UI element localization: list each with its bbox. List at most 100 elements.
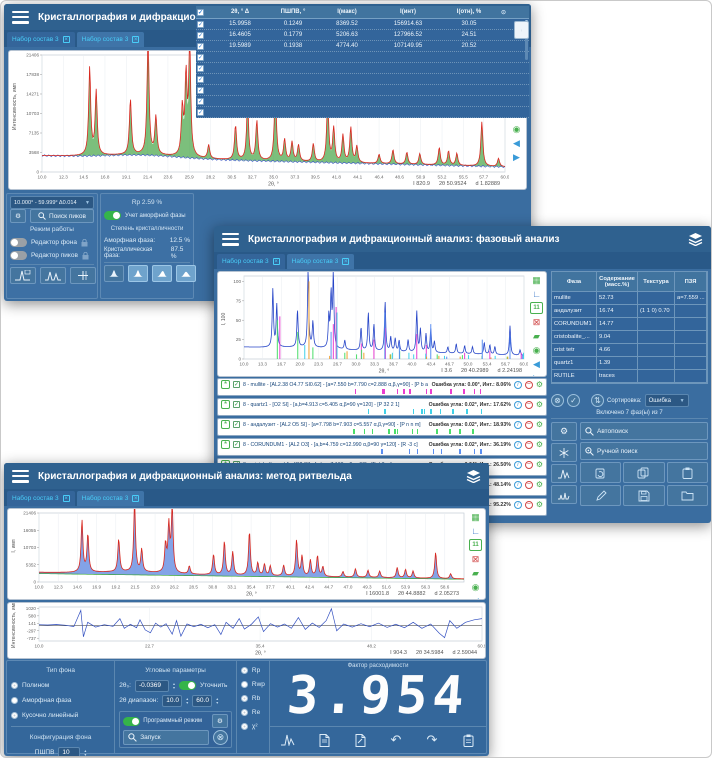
- phase-gear-icon[interactable]: ⚙: [535, 499, 543, 509]
- copy-clipboard-button[interactable]: [450, 729, 486, 751]
- phase-remove-icon[interactable]: −: [524, 500, 533, 509]
- range-from-stepper[interactable]: ▴ ▾: [186, 695, 189, 705]
- labels-icon[interactable]: 11: [469, 539, 482, 551]
- tab-dataset-1[interactable]: Набор состав 3 ×: [217, 254, 285, 269]
- fwhm-tool-button[interactable]: [10, 267, 36, 284]
- phase-star-button[interactable]: *: [221, 440, 230, 449]
- run-settings-button[interactable]: ⚙: [211, 714, 228, 728]
- rietveld-chart[interactable]: 10.0 12.3 14.6 16.9 19.2 21.5 23.9 26.2 28.5 30.8…: [11, 509, 468, 597]
- range-dropdown[interactable]: 10.000° - 59.999° Δ0.014 ▼: [10, 196, 94, 209]
- peak-editor-toggle[interactable]: [10, 251, 27, 260]
- peak-shape-voigt-button[interactable]: [152, 265, 172, 282]
- row-checkbox[interactable]: ✓: [197, 86, 204, 94]
- sort-direction-button[interactable]: ⇅: [591, 394, 604, 407]
- phase-remove-icon[interactable]: −: [524, 440, 533, 449]
- peak-shape-pseudovoigt-button[interactable]: [176, 265, 196, 282]
- row-checkbox[interactable]: ✓: [197, 75, 204, 83]
- radio-chi2[interactable]: [240, 722, 248, 730]
- radio-amorphous[interactable]: [11, 697, 18, 704]
- profile-chart-button[interactable]: [551, 485, 577, 504]
- axes-scale-icon[interactable]: ∟: [469, 525, 482, 537]
- phase-checkbox[interactable]: ✓: [233, 401, 240, 408]
- radio-piecewise[interactable]: [11, 712, 18, 719]
- pin-toggle[interactable]: ⊙: [500, 9, 507, 16]
- t0-stepper[interactable]: ▴ ▾: [172, 680, 175, 690]
- axes-scale-icon[interactable]: ∟: [530, 288, 543, 300]
- row-checkbox[interactable]: ✓: [197, 42, 204, 50]
- phase-gear-icon[interactable]: ⚙: [535, 419, 543, 429]
- row-checkbox[interactable]: ✓: [197, 97, 204, 105]
- radio-rwp[interactable]: [240, 680, 248, 688]
- phase-info-icon[interactable]: i: [513, 460, 522, 469]
- tab-close-icon[interactable]: ×: [62, 495, 70, 502]
- phase-gear-icon[interactable]: ⚙: [535, 399, 543, 409]
- sort-select[interactable]: Ошибка ▼: [644, 394, 689, 407]
- split-peak-tool-button[interactable]: [70, 267, 96, 284]
- pan-left-icon[interactable]: ◀: [530, 358, 543, 370]
- tab-close-icon[interactable]: ×: [342, 258, 350, 265]
- tab-close-icon[interactable]: ×: [132, 495, 140, 502]
- layers-icon[interactable]: [688, 232, 703, 246]
- tab-dataset-2[interactable]: Набор состав 3 ×: [286, 254, 355, 269]
- peak-shape-lorentz-button[interactable]: [128, 265, 148, 282]
- structure-pattern-button[interactable]: [551, 443, 577, 462]
- table-row[interactable]: ✓: [196, 85, 529, 96]
- table-row[interactable]: ✓ 15.9958 0.1249 8369.52 156914.63 30.05: [196, 19, 529, 30]
- tab-dataset-2[interactable]: Набор состав 3 ×: [76, 32, 145, 47]
- menu-icon[interactable]: [222, 232, 239, 246]
- phase-gear-icon[interactable]: ⚙: [535, 379, 543, 389]
- pan-right-icon[interactable]: ▶: [530, 372, 543, 377]
- phase-gear-icon[interactable]: ⚙: [535, 439, 543, 449]
- row-checkbox[interactable]: ✓: [197, 108, 204, 116]
- range-from-input[interactable]: 10.0: [162, 694, 183, 707]
- table-row[interactable]: ✓: [196, 52, 529, 63]
- phase-remove-icon[interactable]: −: [524, 420, 533, 429]
- phase-table-row[interactable]: RUTILE traces: [552, 370, 707, 383]
- phase-checkbox[interactable]: ✓: [233, 421, 240, 428]
- amorphous-phase-toggle[interactable]: [104, 211, 121, 220]
- phase-info-icon[interactable]: i: [513, 500, 522, 509]
- phase-row[interactable]: * ✓ 8 - андалузит - [AL2 O5 SI] - [a=7.798…: [217, 418, 547, 436]
- menu-icon[interactable]: [12, 10, 29, 24]
- row-checkbox[interactable]: ✓: [197, 20, 204, 28]
- phase-info-icon[interactable]: i: [513, 400, 522, 409]
- fwhm-stepper[interactable]: ▴ ▾: [84, 747, 87, 756]
- undo-button[interactable]: ↶: [378, 729, 414, 751]
- tab-dataset-2[interactable]: Набор состав 3 ×: [76, 491, 145, 506]
- phase-star-button[interactable]: *: [221, 420, 230, 429]
- phase-stick-chart[interactable]: 10.0 13.3 16.7 20.0 23.3 26.7 30.0 33.3 36.7 40.0…: [220, 272, 528, 374]
- phase-row[interactable]: * ✓ 8 - quartz1 - [O2 SI] - [a,b=4.913 c=5…: [217, 398, 547, 416]
- pan-right-icon[interactable]: ▶: [510, 151, 523, 163]
- export-document-button[interactable]: [342, 729, 378, 751]
- run-button[interactable]: Запуск: [123, 730, 209, 745]
- phase-remove-icon[interactable]: −: [524, 480, 533, 489]
- open-phase-button[interactable]: [666, 485, 708, 506]
- range-to-input[interactable]: 60.0: [192, 694, 213, 707]
- table-row[interactable]: ✓: [196, 74, 529, 85]
- autosearch-button[interactable]: Автопоиск: [580, 422, 708, 440]
- phase-settings-button[interactable]: ⚙: [551, 422, 577, 441]
- manual-search-button[interactable]: Ручной поиск: [580, 442, 708, 460]
- disable-all-phases-button[interactable]: ⊗: [551, 394, 564, 407]
- redo-button[interactable]: ↷: [414, 729, 450, 751]
- menu-icon[interactable]: [12, 469, 29, 483]
- paste-phase-button[interactable]: [666, 462, 708, 483]
- tab-dataset-1[interactable]: Набор состав 3 ×: [7, 491, 75, 506]
- enable-all-phases-button[interactable]: ✓: [567, 394, 580, 407]
- pan-left-icon[interactable]: ◀: [510, 137, 523, 149]
- table-row[interactable]: ✓: [196, 107, 529, 118]
- program-mode-toggle[interactable]: [123, 716, 141, 726]
- snapshot-icon[interactable]: ◉: [510, 123, 523, 135]
- tab-dataset-1[interactable]: Набор состав 3 ×: [7, 32, 75, 47]
- row-checkbox[interactable]: ✓: [197, 64, 204, 72]
- save-phase-button[interactable]: [623, 485, 665, 506]
- snapshot-icon[interactable]: ◉: [469, 581, 482, 593]
- t0-input[interactable]: -0.0369: [134, 679, 169, 692]
- settings-button[interactable]: ⚙: [10, 209, 26, 223]
- phase-info-icon[interactable]: i: [513, 440, 522, 449]
- tab-close-icon[interactable]: ×: [272, 258, 280, 265]
- phase-gear-icon[interactable]: ⚙: [535, 479, 543, 489]
- phase-checkbox[interactable]: ✓: [233, 441, 240, 448]
- grid-icon[interactable]: ▦: [469, 511, 482, 523]
- phase-info-icon[interactable]: i: [513, 420, 522, 429]
